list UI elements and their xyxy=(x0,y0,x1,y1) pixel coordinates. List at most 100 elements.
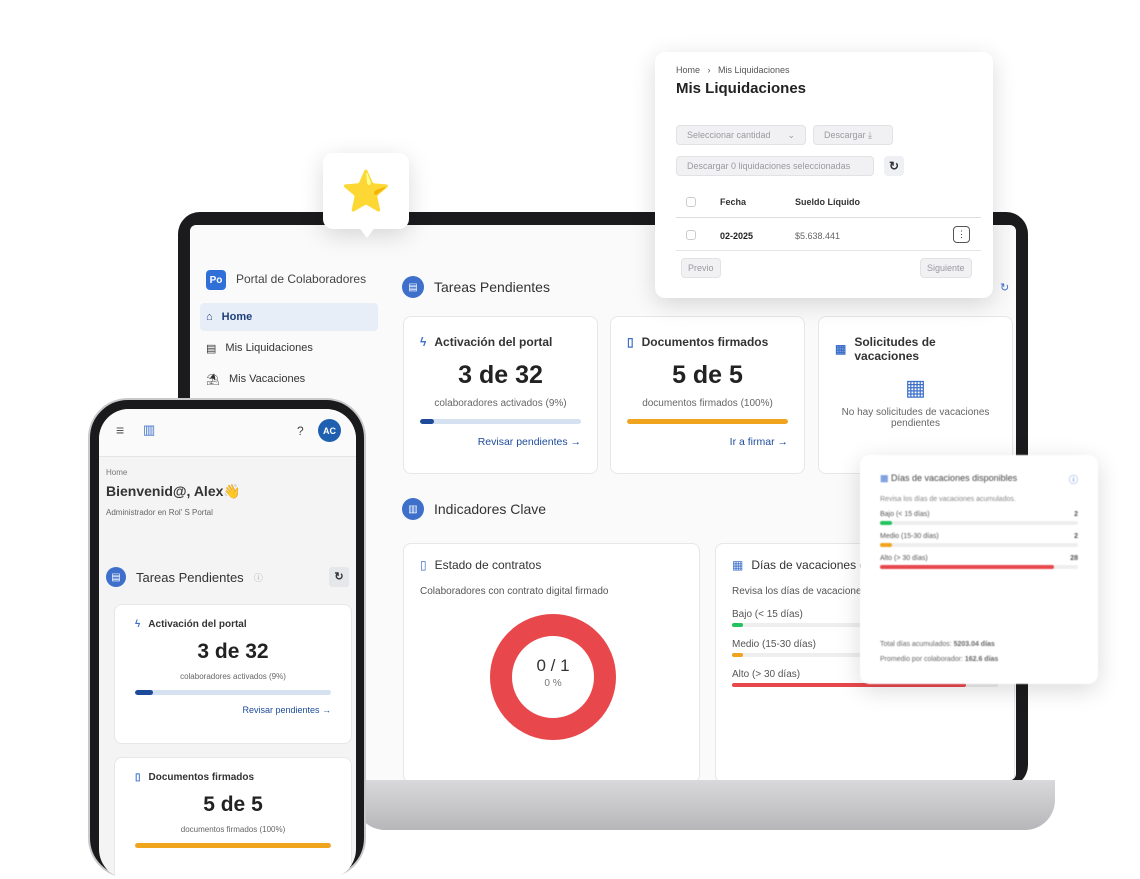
popup-sub: Revisa los días de vacaciones acumulados… xyxy=(880,496,1016,503)
calendar-icon: ▦ xyxy=(880,473,889,483)
refresh-button[interactable]: ↻ xyxy=(884,156,904,176)
document-icon: ▯ xyxy=(420,558,427,572)
avatar[interactable]: AC xyxy=(318,419,341,442)
range-bar-fill xyxy=(880,565,1055,569)
range-value: 2 xyxy=(1074,533,1078,540)
revisar-pendientes-link[interactable]: Revisar pendientes → xyxy=(242,705,331,715)
progress-fill xyxy=(420,419,435,424)
button-label: Descargar 0 liquidaciones seleccionadas xyxy=(687,161,851,171)
document-icon: ▯ xyxy=(627,335,634,349)
tasks-icon: ▤ xyxy=(402,276,424,298)
select-all-checkbox[interactable] xyxy=(686,197,696,207)
card-value: 5 de 5 xyxy=(672,361,743,389)
phone-card-activacion: ϟ Activación del portal 3 de 32 colaborad… xyxy=(114,604,352,744)
row-checkbox[interactable] xyxy=(686,230,696,240)
total-line: Total días acumulados: 5203.04 días xyxy=(880,641,995,648)
role: Administrador en Rol' S Portal xyxy=(106,508,213,517)
calendar-icon: ▦ xyxy=(732,558,744,572)
table-row: 02-2025 $5.638.441 ⋮ xyxy=(676,219,981,251)
table-header: Fecha Sueldo Líquido xyxy=(676,193,981,218)
sidebar-item-label: Mis Vacaciones xyxy=(228,373,306,385)
phone-card-documentos: ▯ Documentos firmados 5 de 5 documentos f… xyxy=(114,757,352,879)
card-value: 5 de 5 xyxy=(203,793,263,816)
section-title: Indicadores Clave xyxy=(434,501,547,517)
laptop-base xyxy=(355,780,1055,830)
revisar-pendientes-link[interactable]: Revisar pendientes → xyxy=(477,436,581,448)
card-title: Días de vacaciones d xyxy=(751,558,867,572)
range-label: Alto (> 30 días) xyxy=(880,555,928,562)
phone-screen: ≡ ▥ ? AC Home Bienvenid@, Alex👋 Administ… xyxy=(99,409,356,879)
row-menu-button[interactable]: ⋮ xyxy=(953,226,970,243)
button-label: Siguiente xyxy=(927,263,965,273)
document-icon: ▯ xyxy=(135,772,141,783)
download-selected-button[interactable]: Descargar 0 liquidaciones seleccionadas xyxy=(676,156,874,176)
menu-icon[interactable]: ≡ xyxy=(116,422,125,438)
sidebar-item-vacaciones[interactable]: ⛱ Mis Vacaciones xyxy=(200,365,378,393)
refresh-icon[interactable]: ↻ xyxy=(1000,282,1010,294)
cell-fecha: 02-2025 xyxy=(720,231,754,241)
column-header: Sueldo Líquido xyxy=(795,197,860,207)
range-label: Bajo (< 15 días) xyxy=(732,609,803,620)
star-icon: ⭐ xyxy=(341,169,391,214)
card-value: 3 de 32 xyxy=(458,361,543,389)
card-title: Documentos firmados xyxy=(148,772,255,783)
range-bar-fill xyxy=(732,683,967,687)
task-card-activacion: ϟ Activación del portal 3 de 32 colaborad… xyxy=(403,316,598,474)
total-label: Total días acumulados: xyxy=(880,641,952,648)
donut-ring xyxy=(490,614,616,740)
next-button[interactable]: Siguiente xyxy=(920,258,972,278)
card-sub: colaboradores activados (9%) xyxy=(434,398,567,409)
sidebar-item-home[interactable]: ⌂ Home xyxy=(200,303,378,331)
range-label: Medio (15-30 días) xyxy=(880,533,939,540)
breadcrumb: Home › Mis Liquidaciones xyxy=(676,65,790,75)
sidebar-item-liquidaciones[interactable]: ▤ Mis Liquidaciones xyxy=(200,334,378,362)
progress-fill xyxy=(135,690,153,695)
avg-label: Promedio por colaborador: xyxy=(880,656,963,663)
empty-message: No hay solicitudes de vacaciones pendien… xyxy=(841,407,990,429)
card-title: Estado de contratos xyxy=(434,558,542,572)
breadcrumb-current: Mis Liquidaciones xyxy=(718,65,790,75)
task-card-documentos: ▯ Documentos firmados 5 de 5 documentos f… xyxy=(610,316,805,474)
popup-title: Días de vacaciones disponibles xyxy=(891,473,1018,483)
tareas-header: ▤ Tareas Pendientes ⓘ xyxy=(106,567,263,587)
chevron-down-icon: ⌄ xyxy=(787,129,795,140)
range-bar-fill xyxy=(880,543,892,547)
liquidaciones-panel: Home › Mis Liquidaciones Mis Liquidacion… xyxy=(655,52,993,298)
contracts-donut xyxy=(490,614,616,740)
building-icon: ▥ xyxy=(143,422,156,437)
calendar-icon: ▦ xyxy=(835,342,847,356)
badge-pointer xyxy=(358,226,376,238)
download-button[interactable]: Descargar ⤓ xyxy=(813,125,893,145)
avg-line: Promedio por colaborador: 162.6 días xyxy=(880,656,998,663)
bolt-icon: ϟ xyxy=(420,335,427,349)
select-placeholder: Seleccionar cantidad xyxy=(687,130,771,140)
refresh-button[interactable]: ↻ xyxy=(329,567,349,587)
star-badge: ⭐ xyxy=(323,153,409,229)
prev-button[interactable]: Previo xyxy=(681,258,721,278)
select-cantidad[interactable]: Seleccionar cantidad ⌄ xyxy=(676,125,806,145)
range-bar-fill xyxy=(732,653,743,657)
donut-percent: 0 % xyxy=(544,678,562,689)
ir-a-firmar-link[interactable]: Ir a firmar → xyxy=(729,436,788,448)
breadcrumb-home[interactable]: Home xyxy=(676,65,701,75)
indicadores-header: ▥ Indicadores Clave xyxy=(402,498,546,520)
card-sub: documentos firmados (100%) xyxy=(642,398,773,409)
contratos-card: ▯ Estado de contratos Colaboradores con c… xyxy=(403,543,700,780)
tasks-icon: ▤ xyxy=(106,567,126,587)
donut-value: 0 / 1 xyxy=(536,656,570,675)
calendar-icon: ▦ xyxy=(905,375,926,400)
chart-icon: ▥ xyxy=(402,498,424,520)
button-label: Descargar xyxy=(824,130,866,140)
info-icon[interactable]: ⓘ xyxy=(1068,475,1078,485)
vacaciones-popup: ▦ Días de vacaciones disponibles ⓘ Revisa… xyxy=(860,455,1098,684)
sidebar-item-label: Home xyxy=(221,311,253,323)
section-title: Tareas Pendientes xyxy=(136,569,244,585)
task-card-vacaciones: ▦ Solicitudes de vacaciones ▦ No hay soli… xyxy=(818,316,1013,474)
total-value: 5203.04 días xyxy=(953,641,995,648)
breadcrumb: Home xyxy=(106,468,128,477)
progress-fill xyxy=(135,843,331,848)
range-bar-fill xyxy=(880,521,892,525)
range-label: Alto (> 30 días) xyxy=(732,669,801,680)
help-icon[interactable]: ? xyxy=(297,424,304,438)
card-title: Activación del portal xyxy=(434,335,553,349)
